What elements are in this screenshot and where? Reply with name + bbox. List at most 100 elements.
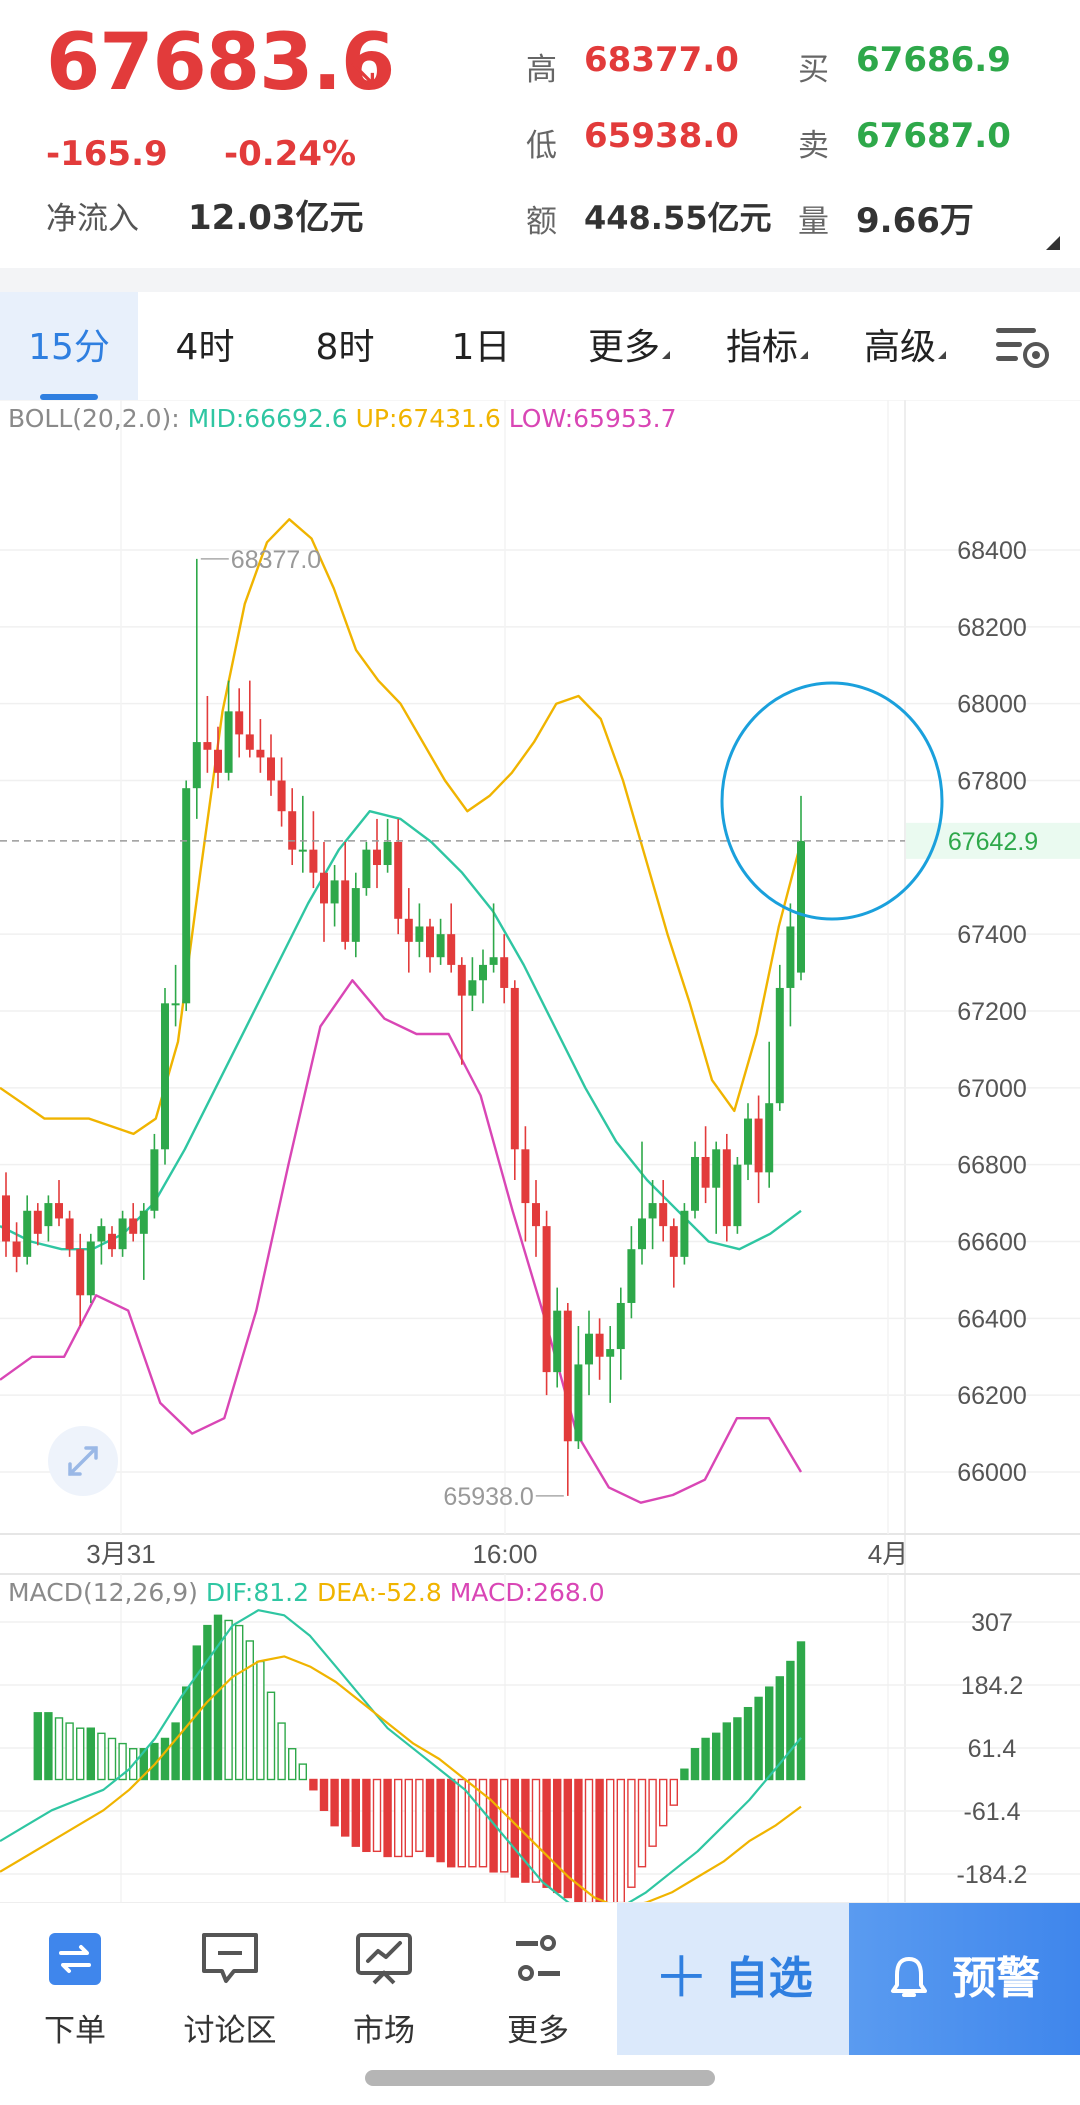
macd-bar: [309, 1778, 318, 1791]
macd-bar: [139, 1748, 149, 1781]
macd-bar: [404, 1778, 413, 1858]
candle: [33, 1210, 42, 1234]
active-tab-indicator: [40, 394, 98, 400]
candle: [500, 957, 509, 988]
candle: [330, 880, 339, 904]
macd-bar: [341, 1778, 350, 1837]
candle: [426, 926, 434, 958]
y-tick-label: 67800: [957, 768, 1027, 796]
macd-bar: [181, 1686, 191, 1781]
candle: [616, 1302, 625, 1350]
expand-icon: [68, 1446, 98, 1476]
macd-bar: [75, 1727, 85, 1781]
macd-bar: [425, 1778, 435, 1858]
candle: [754, 1118, 763, 1173]
macd-bar: [627, 1778, 636, 1888]
candle: [638, 1218, 646, 1250]
candle: [765, 1103, 774, 1173]
macd-legend-dif: DIF:81.2: [205, 1578, 309, 1607]
tab-label: 15分: [28, 327, 110, 368]
boll-upper-line: [0, 518, 803, 1136]
candle: [542, 1226, 551, 1373]
candle: [256, 749, 265, 758]
timeframe-tabs: 15分 4时 8时 1日 更多 指标 高级: [0, 292, 1080, 400]
x-tick-label: 16:00: [472, 1539, 537, 1569]
nav-order[interactable]: 下单: [0, 1903, 150, 2055]
high-label: 高: [526, 52, 557, 88]
y-tick-label: 66600: [957, 1229, 1027, 1257]
candle: [415, 926, 424, 942]
expand-corner-icon[interactable]: [1046, 236, 1060, 250]
candle: [192, 742, 201, 789]
macd-bar: [500, 1778, 509, 1873]
macd-y-tick-label: -61.4: [964, 1798, 1021, 1826]
macd-dif-line: [0, 1609, 802, 1902]
macd-bar: [319, 1778, 329, 1811]
tab-4h[interactable]: 4时: [150, 292, 260, 400]
macd-bar: [118, 1742, 127, 1781]
macd-bar: [775, 1676, 784, 1781]
macd-bar: [234, 1624, 244, 1781]
tab-indicators[interactable]: 指标: [712, 292, 822, 400]
more-sliders-icon: [516, 1935, 560, 1981]
macd-bar: [563, 1778, 572, 1899]
kline-chart[interactable]: 66000 66200 66400 66600 66800 67000 67200 67400…: [0, 400, 1080, 1902]
boll-legend-name: BOLL(20,2.0):: [8, 404, 180, 433]
macd-bar: [160, 1737, 170, 1781]
order-icon: [49, 1933, 101, 1985]
macd-bar: [796, 1641, 806, 1781]
candle: [775, 987, 784, 1104]
candle: [298, 849, 307, 852]
macd-bar: [86, 1727, 96, 1781]
candle: [203, 742, 212, 750]
candle: [733, 1164, 742, 1227]
candle: [691, 1156, 699, 1211]
chart-settings-icon[interactable]: [994, 322, 1050, 372]
price-alert-button[interactable]: 预警: [849, 1903, 1080, 2055]
y-tick-label: 68200: [957, 614, 1027, 642]
macd-bar: [733, 1717, 742, 1781]
nav-discussion[interactable]: 讨论区: [155, 1903, 305, 2055]
macd-bar: [213, 1614, 223, 1781]
current-price-label: 67642.9: [948, 828, 1038, 856]
section-divider: [0, 268, 1080, 292]
macd-bar: [330, 1778, 339, 1827]
tab-label: 高级: [863, 327, 936, 368]
nav-market[interactable]: 市场: [309, 1903, 459, 2055]
tab-15m[interactable]: 15分: [0, 292, 138, 400]
candle: [404, 918, 413, 942]
macd-bar: [447, 1778, 456, 1868]
candle: [23, 1210, 32, 1257]
net-inflow-value: 12.03亿元: [188, 198, 364, 238]
tab-1d[interactable]: 1日: [426, 292, 536, 400]
macd-bar: [277, 1722, 286, 1781]
macd-legend: MACD(12,26,9) DIF:81.2 DEA:-52.8 MACD:26…: [8, 1578, 605, 1607]
x-tick-label: 4月: [868, 1539, 908, 1569]
macd-legend-name: MACD(12,26,9): [8, 1578, 198, 1607]
x-tick-label: 3月31: [86, 1539, 155, 1569]
expand-button[interactable]: [48, 1426, 118, 1496]
candle: [118, 1218, 127, 1250]
tab-advanced[interactable]: 高级: [850, 292, 960, 400]
candle: [447, 934, 456, 965]
candle: [532, 1203, 540, 1227]
volume-value: 9.66万: [856, 201, 974, 241]
candle: [97, 1226, 106, 1242]
tab-8h[interactable]: 8时: [290, 292, 400, 400]
nav-more[interactable]: 更多: [463, 1903, 613, 2055]
macd-bar: [595, 1778, 604, 1902]
candle: [680, 1210, 689, 1257]
tab-more[interactable]: 更多: [574, 292, 684, 400]
candle: [595, 1333, 604, 1357]
tab-label: 8时: [315, 327, 375, 368]
add-watchlist-button[interactable]: ＋ 自选: [617, 1903, 849, 2055]
nav-label: 下单: [44, 2013, 106, 2049]
macd-bar: [531, 1778, 541, 1883]
candle: [585, 1333, 593, 1365]
macd-bar: [510, 1778, 519, 1878]
candle: [744, 1118, 752, 1165]
candle: [489, 957, 498, 965]
macd-bar: [722, 1722, 731, 1781]
candle: [76, 1249, 85, 1296]
candle: [341, 880, 350, 942]
